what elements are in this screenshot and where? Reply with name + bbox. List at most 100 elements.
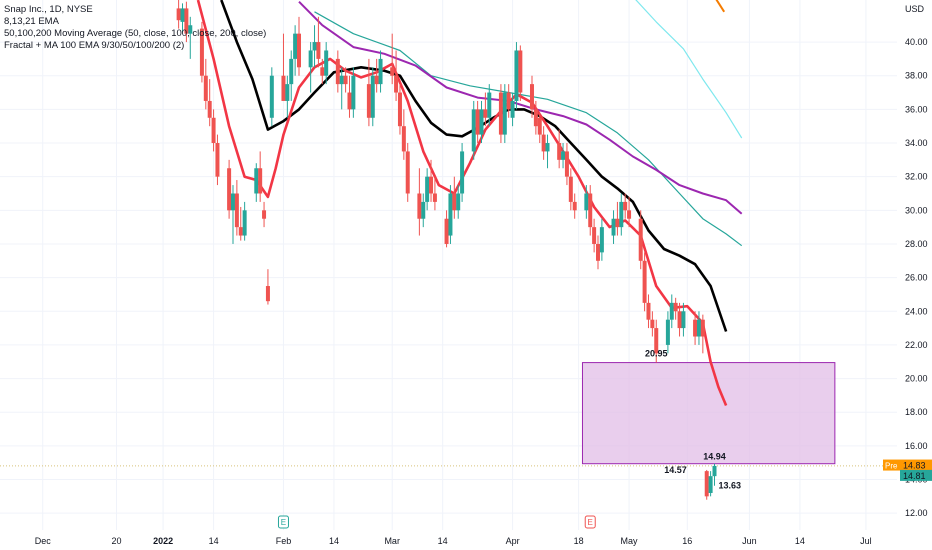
ma50-line <box>298 0 743 215</box>
candle <box>627 196 632 228</box>
candle <box>646 294 651 329</box>
candle <box>207 79 212 127</box>
price-annotation: 14.57 <box>664 465 687 475</box>
candle-body <box>378 58 383 85</box>
candle-body <box>203 75 208 101</box>
currency-label: USD <box>905 4 925 14</box>
date-tick-label: 20 <box>111 536 121 546</box>
candle-body <box>351 75 356 110</box>
candle-body <box>448 193 453 236</box>
candle-body <box>506 92 511 110</box>
candle <box>320 58 325 85</box>
candle <box>254 163 259 202</box>
date-tick-label: 18 <box>574 536 584 546</box>
candle-body <box>188 25 193 34</box>
candle <box>378 50 383 93</box>
candle-body <box>572 201 577 211</box>
time-axis[interactable]: Dec 20 2022 14 Feb 14 Mar 14 Apr 18 May 16 Jun 14 Jul E… <box>0 515 932 550</box>
price-tick-label: 22.00 <box>905 340 928 350</box>
candle <box>584 185 589 219</box>
candle <box>176 0 181 29</box>
candle <box>596 235 600 270</box>
date-tick-label: 14 <box>795 536 805 546</box>
candle-body <box>650 319 655 329</box>
price-annotation: 14.94 <box>703 452 726 462</box>
candle-body <box>460 151 465 194</box>
candle <box>452 176 457 219</box>
candle <box>297 16 301 76</box>
candle-body <box>557 143 562 160</box>
price-tick-label: 26.00 <box>905 273 928 283</box>
candle <box>347 75 352 118</box>
candle <box>394 50 399 101</box>
candle-body <box>211 117 216 144</box>
candle <box>642 252 647 312</box>
candle-body <box>397 92 402 127</box>
candle-body <box>471 109 476 152</box>
candle-body <box>615 218 620 228</box>
price-axis-bg <box>897 0 932 530</box>
price-tick-label: 28.00 <box>905 239 928 249</box>
pre-market-badge: Pre 14.83 <box>883 459 932 471</box>
candle-body <box>564 151 569 177</box>
date-tick-label: Apr <box>506 536 520 546</box>
candle-body <box>316 42 321 59</box>
legend-ma-indicator[interactable]: 50,100,200 Moving Average (50, close, 10… <box>4 28 267 39</box>
candle <box>479 100 484 144</box>
candle <box>293 25 298 76</box>
candle <box>324 42 329 85</box>
candle-body <box>432 193 437 202</box>
price-annotations: 20.95 14.57 14.94 13.63 <box>645 349 741 491</box>
candle-body <box>483 109 488 118</box>
candle-body <box>347 92 352 110</box>
candle-body <box>312 42 317 51</box>
candle-body <box>584 193 589 211</box>
last-value: 14.81 <box>903 471 926 481</box>
legend-ema-indicator[interactable]: 8,13,21 EMA <box>4 16 59 27</box>
legend-fractal-indicator[interactable]: Fractal + MA 100 EMA 9/30/50/100/200 (2) <box>4 40 185 51</box>
candle <box>673 297 678 320</box>
price-axis[interactable]: USD12.0014.0016.0018.0020.0022.0024.0026… <box>897 0 932 530</box>
candle <box>460 143 465 202</box>
legend-symbol-title[interactable]: Snap Inc., 1D, NYSE <box>4 4 93 15</box>
candle <box>665 311 670 354</box>
candle <box>456 185 461 219</box>
candle <box>215 134 220 186</box>
candle-body <box>456 193 461 211</box>
candle <box>444 210 449 248</box>
candle <box>390 33 395 85</box>
candle <box>374 58 379 93</box>
candle <box>397 84 402 135</box>
candle-body <box>596 243 600 261</box>
price-candles <box>176 0 717 500</box>
candle <box>615 201 620 236</box>
candle <box>401 109 406 160</box>
candle-body <box>262 210 267 219</box>
earnings-marker: E <box>584 515 596 529</box>
candle-body <box>289 58 294 85</box>
candle-body <box>487 92 492 118</box>
candle-body <box>308 50 313 68</box>
candle-body <box>374 75 379 85</box>
candle <box>234 180 239 236</box>
candle-body <box>339 75 344 85</box>
candle-body <box>627 210 632 219</box>
candle-body <box>619 201 624 228</box>
candle-body <box>592 227 597 244</box>
candle-body <box>285 84 290 101</box>
date-tick-label: May <box>621 536 639 546</box>
candle-body <box>665 319 670 345</box>
candle <box>693 311 698 345</box>
candle <box>421 193 426 228</box>
candle <box>227 159 232 219</box>
candle-body <box>677 311 682 329</box>
candle <box>696 311 701 345</box>
candle-body <box>180 8 185 22</box>
candle <box>529 75 534 118</box>
candle-body <box>673 302 678 312</box>
price-annotation: 13.63 <box>718 481 741 491</box>
candle <box>638 210 643 270</box>
price-tick-label: 40.00 <box>905 37 928 47</box>
zone-rectangle <box>581 362 836 465</box>
